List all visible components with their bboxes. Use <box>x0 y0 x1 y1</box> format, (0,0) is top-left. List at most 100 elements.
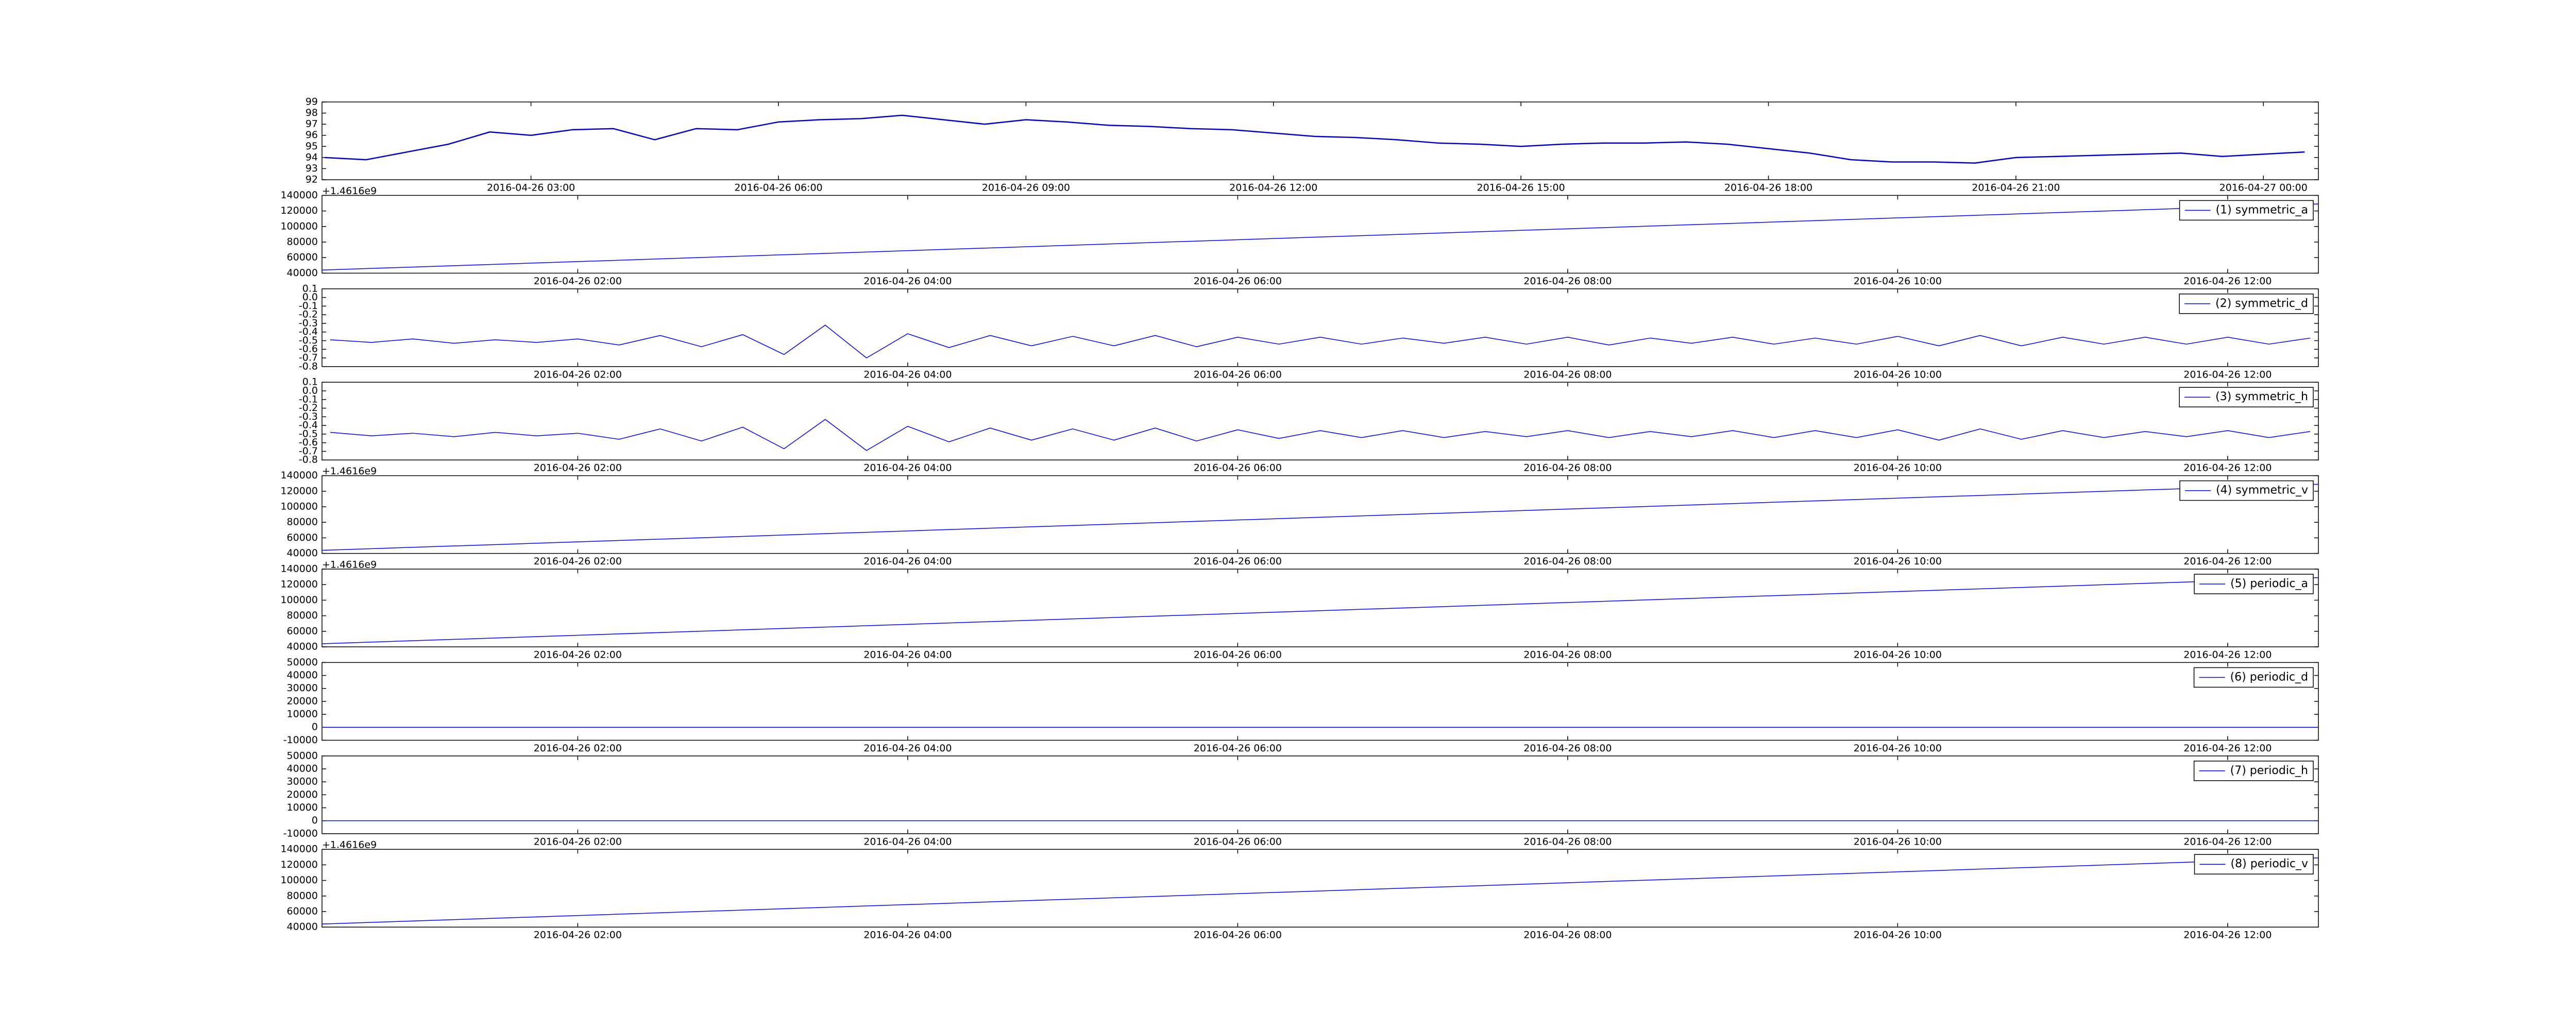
x-tick-label: 2016-04-26 10:00 <box>1854 930 1942 941</box>
x-tick-label: 2016-04-26 15:00 <box>1477 182 1565 194</box>
legend-text: (2) symmetric_d <box>2215 297 2308 310</box>
y-tick-label: 30000 <box>287 682 318 694</box>
panel: -10000010000200003000040000500002016-04-… <box>283 750 2319 847</box>
x-tick-label: 2016-04-26 21:00 <box>1972 182 2060 194</box>
y-tick-label: -0.8 <box>299 454 318 466</box>
plot-frame <box>321 569 2319 647</box>
x-tick-label: 2016-04-26 10:00 <box>1854 556 1942 567</box>
legend: (6) periodic_d <box>2193 667 2314 688</box>
panel: 40000 60000 80000 100000 120000 140000 2016-04… <box>280 185 2319 287</box>
x-tick-label: 2016-04-26 08:00 <box>1523 369 1612 380</box>
x-tick-label: 2016-04-26 12:00 <box>2183 743 2272 754</box>
plot-frame <box>321 849 2319 928</box>
plot-frame <box>321 662 2319 741</box>
y-tick-label: 120000 <box>280 579 318 590</box>
x-tick-label: 2016-04-26 04:00 <box>863 462 952 474</box>
x-tick-label: 2016-04-26 06:00 <box>1194 836 1282 847</box>
x-tick-label: 2016-04-26 02:00 <box>534 276 622 287</box>
y-tick-label: 95 <box>306 141 318 152</box>
y-tick-label: -0.1 <box>299 300 318 312</box>
x-tick-label: 2016-04-26 04:00 <box>863 836 952 847</box>
panel: 40000 60000 80000 100000 120000 140000 2016-04… <box>280 466 2319 567</box>
y-tick-label: 0.0 <box>302 385 318 396</box>
panel: -0.8-0.7-0.6-0.5-0.4-0.3-0.2-0.10.00.1 20… <box>299 376 2319 474</box>
x-tick-label: 2016-04-26 09:00 <box>982 182 1070 194</box>
x-tick-label: 2016-04-26 10:00 <box>1854 649 1942 661</box>
y-tick-label: -0.1 <box>299 393 318 405</box>
y-tick-label: -0.6 <box>299 437 318 448</box>
y-tick-label: -0.3 <box>299 411 318 422</box>
y-tick-label: 0 <box>312 722 318 733</box>
x-tick-label: 2016-04-26 12:00 <box>2183 369 2272 380</box>
x-tick-label: 2016-04-26 12:00 <box>2183 836 2272 847</box>
x-tick-label: 2016-04-26 02:00 <box>534 930 622 941</box>
y-tick-label: -0.7 <box>299 445 318 457</box>
y-tick-label: 60000 <box>287 625 318 637</box>
y-tick-label: 0.1 <box>302 283 318 294</box>
y-tick-label: 140000 <box>280 844 318 855</box>
x-tick-label: 2016-04-26 10:00 <box>1854 369 1942 380</box>
legend: (2) symmetric_d <box>2179 294 2314 314</box>
panel: -10000010000200003000040000500002016-04-… <box>283 657 2319 754</box>
x-tick-label: 2016-04-26 12:00 <box>2183 649 2272 661</box>
series-line <box>321 857 2319 924</box>
x-tick-label: 2016-04-26 06:00 <box>1194 556 1282 567</box>
legend: (7) periodic_h <box>2193 761 2314 781</box>
x-tick-label: 2016-04-26 08:00 <box>1523 649 1612 661</box>
x-tick-label: 2016-04-26 04:00 <box>863 556 952 567</box>
y-tick-label: 0 <box>312 815 318 826</box>
x-tick-label: 2016-04-26 12:00 <box>2183 930 2272 941</box>
y-tick-label: -0.5 <box>299 335 318 346</box>
y-tick-label: -0.4 <box>299 326 318 337</box>
plot-frame <box>321 382 2319 460</box>
y-tick-label: 40000 <box>287 547 318 559</box>
offset-text: +1.4616e9 <box>322 559 377 571</box>
y-tick-label: 10000 <box>287 802 318 813</box>
y-tick-label: 0.0 <box>302 291 318 303</box>
y-tick-label: 140000 <box>280 563 318 575</box>
x-tick-label: 2016-04-26 04:00 <box>863 649 952 661</box>
legend-text: (6) periodic_d <box>2230 671 2308 683</box>
x-tick-label: 2016-04-26 10:00 <box>1854 462 1942 474</box>
offset-text: +1.4616e9 <box>322 839 377 851</box>
legend: (8) periodic_v <box>2194 854 2314 874</box>
y-tick-label: 40000 <box>287 763 318 774</box>
y-tick-label: 100000 <box>280 874 318 886</box>
series-line <box>321 203 2319 271</box>
x-tick-label: 2016-04-26 02:00 <box>534 649 622 661</box>
y-tick-label: 10000 <box>287 709 318 720</box>
offset-text: +1.4616e9 <box>322 466 377 477</box>
legend-text: (4) symmetric_v <box>2216 484 2308 497</box>
y-tick-label: 60000 <box>287 532 318 543</box>
y-tick-label: 80000 <box>287 890 318 901</box>
x-tick-label: 2016-04-26 10:00 <box>1854 743 1942 754</box>
y-tick-label: 96 <box>306 129 318 141</box>
legend-text: (5) periodic_a <box>2230 577 2308 590</box>
y-tick-label: -0.3 <box>299 317 318 329</box>
series-line <box>330 324 2311 358</box>
legend-box <box>2179 387 2314 407</box>
y-tick-label: 140000 <box>280 190 318 201</box>
y-tick-label: 40000 <box>287 641 318 653</box>
x-tick-label: 2016-04-26 12:00 <box>2183 556 2272 567</box>
y-tick-label: 92 <box>306 174 318 185</box>
panel: 40000 60000 80000 100000 120000 140000 2016-04… <box>280 559 2319 661</box>
panel: 40000 60000 80000 100000 120000 140000 2016-04… <box>280 839 2319 941</box>
x-tick-label: 2016-04-26 10:00 <box>1854 836 1942 847</box>
panel: -0.8-0.7-0.6-0.5-0.4-0.3-0.2-0.10.00.1 20… <box>299 283 2319 380</box>
y-tick-label: 100000 <box>280 594 318 606</box>
series-line <box>321 577 2319 644</box>
plot-frame <box>321 195 2319 274</box>
y-tick-label: -0.7 <box>299 352 318 364</box>
x-tick-label: 2016-04-26 06:00 <box>1194 743 1282 754</box>
y-tick-label: 120000 <box>280 205 318 216</box>
x-tick-label: 2016-04-26 08:00 <box>1523 743 1612 754</box>
x-tick-label: 2016-04-26 02:00 <box>534 369 622 380</box>
x-tick-label: 2016-04-26 08:00 <box>1523 556 1612 567</box>
y-tick-label: 20000 <box>287 789 318 800</box>
x-tick-label: 2016-04-26 08:00 <box>1523 836 1612 847</box>
x-tick-label: 2016-04-26 04:00 <box>863 930 952 941</box>
x-tick-label: 2016-04-26 04:00 <box>863 276 952 287</box>
